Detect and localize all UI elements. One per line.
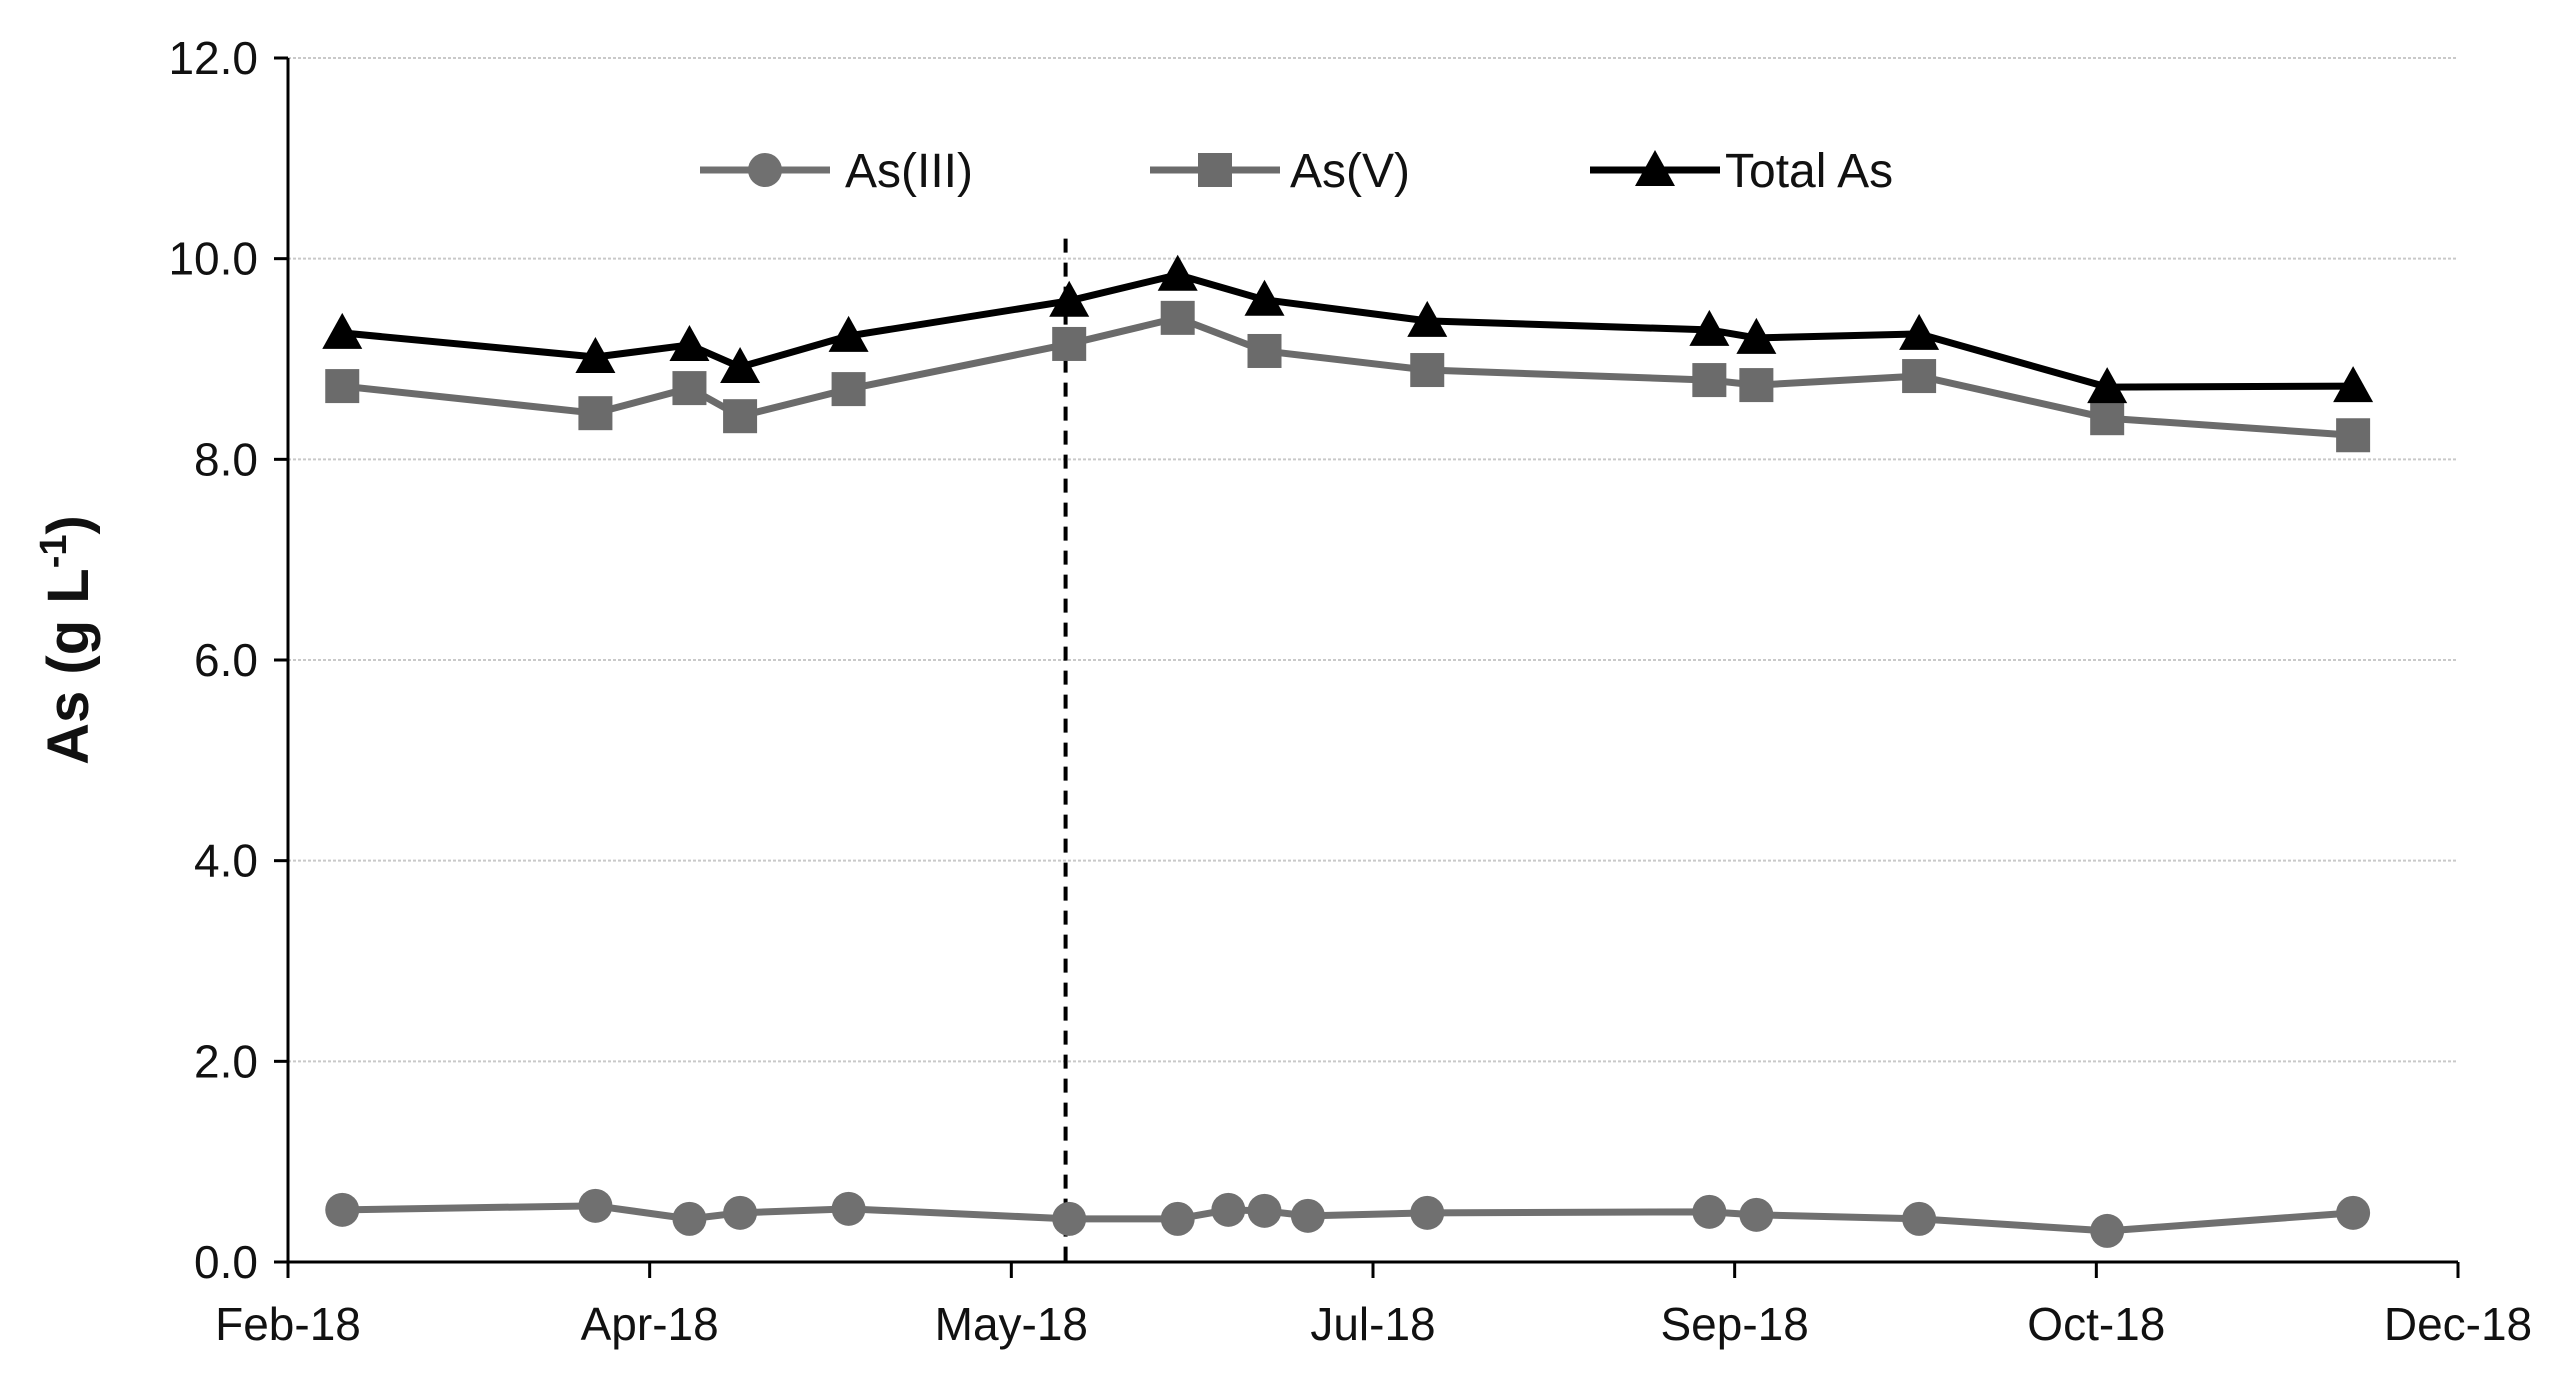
data-point-as-iii [1211,1192,1246,1227]
data-point-as-iii [1247,1193,1282,1228]
axes [274,56,2460,1278]
series-as-v [325,300,2371,453]
x-tick-label: May-18 [935,1298,1088,1350]
series-line-as-iii [342,1202,2354,1235]
y-tick-label: 6.0 [194,634,258,686]
data-point-as-v [1052,326,1087,361]
gridlines [288,57,2458,1063]
y-tick-label: 2.0 [194,1035,258,1087]
series-total-as [322,254,2374,404]
x-tick-label: Oct-18 [2027,1298,2165,1350]
y-tick-label: 4.0 [194,835,258,887]
data-point-as-v [578,396,613,431]
legend-marker-as-v [1198,153,1232,187]
data-point-as-iii [723,1195,758,1230]
series-line-as-v [341,314,2354,439]
series-as-iii [325,1188,2371,1248]
data-point-total-as [720,347,761,384]
data-point-as-v [1739,368,1774,403]
y-tick-label: 12.0 [168,32,258,84]
legend-label-as-iii: As(III) [845,145,973,198]
data-point-as-v [1410,353,1445,388]
data-point-total-as [2087,367,2128,404]
data-point-as-iii [1290,1198,1325,1233]
data-point-as-v [1692,363,1727,398]
legend-item-as-v: As(V) [1150,145,1410,198]
data-point-total-as [2333,366,2374,403]
data-point-as-v [1902,359,1937,394]
y-tick-label: 8.0 [194,433,258,485]
data-point-as-iii [1739,1197,1774,1232]
data-point-as-v [2336,418,2371,453]
data-point-as-iii [1692,1194,1727,1229]
axis-labels: 0.0 2.0 4.0 6.0 8.0 10.0 12.0 Feb-18 Apr-18 May-1… [33,32,2532,1350]
data-point-total-as [1736,317,1777,354]
series-group [322,254,2374,1248]
data-point-as-iii [1410,1195,1445,1230]
y-axis-title: As (g L-1) [33,515,101,765]
legend-label-as-v: As(V) [1290,145,1410,198]
legend-label-total-as: Total As [1725,145,1893,198]
data-point-total-as [1899,313,1940,350]
data-point-as-v [2090,401,2125,436]
y-tick-label: 0.0 [194,1236,258,1288]
legend-item-total-as: Total As [1590,145,1893,198]
data-point-as-v [831,372,866,407]
legend-marker-total-as [1635,150,1675,186]
data-point-total-as [669,324,710,361]
data-point-as-iii [1902,1201,1937,1236]
data-point-total-as [575,336,616,373]
data-point-as-iii [1160,1201,1195,1236]
x-tick-label: Jul-18 [1310,1298,1435,1350]
data-point-total-as [322,312,363,349]
data-point-as-iii [2090,1213,2125,1248]
data-point-as-v [1160,300,1195,335]
data-point-as-iii [578,1188,613,1223]
data-point-as-v [672,371,707,406]
data-point-total-as [1407,300,1448,337]
legend-item-as-iii: As(III) [700,145,973,198]
data-point-total-as [1244,279,1285,316]
data-point-as-v [1247,333,1282,368]
data-point-as-iii [1052,1201,1087,1236]
series-line-total-as [341,271,2354,391]
data-point-as-iii [672,1201,707,1236]
y-tick-label: 10.0 [168,233,258,285]
x-tick-label: Sep-18 [1660,1298,1808,1350]
data-point-as-v [723,399,758,434]
data-point-total-as [828,315,869,352]
legend-marker-as-iii [748,153,782,187]
x-tick-label: Feb-18 [215,1298,361,1350]
data-point-as-iii [2336,1195,2371,1230]
data-point-as-iii [325,1192,360,1227]
data-point-as-v [325,369,360,404]
x-tick-label: Dec-18 [2384,1298,2532,1350]
data-point-total-as [1049,280,1090,317]
x-tick-label: Apr-18 [581,1298,719,1350]
legend: As(III) As(V) Total As [700,145,1893,198]
data-point-total-as [1157,254,1198,291]
data-point-total-as [1689,309,1730,346]
data-point-as-iii [831,1191,866,1226]
